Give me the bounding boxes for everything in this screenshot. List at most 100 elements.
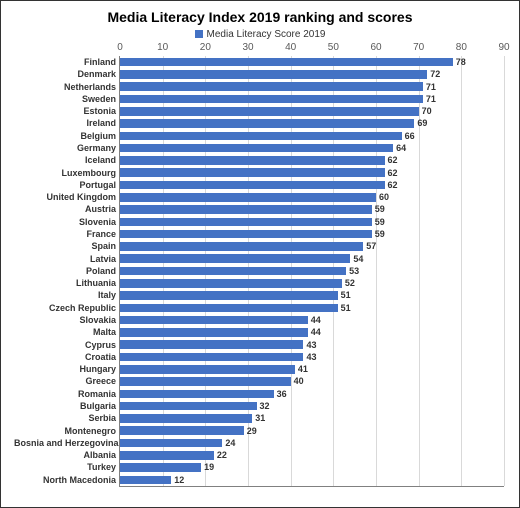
bar [120, 218, 372, 227]
gridline [504, 56, 505, 486]
value-label: 24 [225, 437, 235, 449]
bar-row: Turkey19 [120, 461, 504, 473]
x-tick-label: 10 [157, 42, 168, 53]
bar-row: Italy51 [120, 289, 504, 301]
bar [120, 58, 453, 67]
value-label: 54 [353, 253, 363, 265]
category-label: Slovakia [14, 314, 116, 326]
bar [120, 476, 171, 485]
category-label: Serbia [14, 412, 116, 424]
bar-row: Bulgaria32 [120, 400, 504, 412]
category-label: Lithuania [14, 277, 116, 289]
value-label: 62 [388, 167, 398, 179]
category-label: Italy [14, 289, 116, 301]
bar [120, 353, 303, 362]
x-tick-label: 0 [117, 42, 123, 53]
bar [120, 205, 372, 214]
category-label: Malta [14, 326, 116, 338]
value-label: 51 [341, 302, 351, 314]
value-label: 22 [217, 449, 227, 461]
category-label: Cyprus [14, 339, 116, 351]
bar-row: Estonia70 [120, 105, 504, 117]
bar-row: Iceland62 [120, 154, 504, 166]
bar [120, 144, 393, 153]
value-label: 53 [349, 265, 359, 277]
bar-row: Albania22 [120, 449, 504, 461]
bar-row: Spain57 [120, 240, 504, 252]
value-label: 19 [204, 461, 214, 473]
category-label: Croatia [14, 351, 116, 363]
value-label: 78 [456, 56, 466, 68]
bar-row: Ireland69 [120, 117, 504, 129]
bar [120, 267, 346, 276]
category-label: Ireland [14, 117, 116, 129]
bar-row: Denmark72 [120, 68, 504, 80]
bar [120, 82, 423, 91]
bar [120, 168, 385, 177]
category-label: Belgium [14, 130, 116, 142]
bar [120, 377, 291, 386]
bar [120, 390, 274, 399]
bar [120, 414, 252, 423]
value-label: 69 [417, 117, 427, 129]
bar-row: Slovenia59 [120, 216, 504, 228]
bar [120, 439, 222, 448]
plot-inner: 0102030405060708090Finland78Denmark72Net… [119, 56, 504, 487]
value-label: 64 [396, 142, 406, 154]
bar-row: Sweden71 [120, 93, 504, 105]
value-label: 51 [341, 289, 351, 301]
category-label: Estonia [14, 105, 116, 117]
bar [120, 304, 338, 313]
category-label: Austria [14, 203, 116, 215]
bar-row: Belgium66 [120, 130, 504, 142]
bar-row: Finland78 [120, 56, 504, 68]
value-label: 60 [379, 191, 389, 203]
bar [120, 340, 303, 349]
category-label: Bosnia and Herzegovina [14, 437, 116, 449]
value-label: 43 [306, 351, 316, 363]
bar [120, 230, 372, 239]
value-label: 66 [405, 130, 415, 142]
bar-row: Netherlands71 [120, 81, 504, 93]
plot-area: 0102030405060708090Finland78Denmark72Net… [13, 42, 507, 490]
category-label: Iceland [14, 154, 116, 166]
bar-row: North Macedonia12 [120, 474, 504, 486]
value-label: 44 [311, 314, 321, 326]
x-tick-label: 20 [200, 42, 211, 53]
value-label: 44 [311, 326, 321, 338]
bar [120, 316, 308, 325]
bar-row: Croatia43 [120, 351, 504, 363]
category-label: Luxembourg [14, 167, 116, 179]
bar-row: Germany64 [120, 142, 504, 154]
category-label: Netherlands [14, 81, 116, 93]
bar-row: Bosnia and Herzegovina24 [120, 437, 504, 449]
bar-row: Slovakia44 [120, 314, 504, 326]
bar-row: Luxembourg62 [120, 167, 504, 179]
category-label: United Kingdom [14, 191, 116, 203]
category-label: Montenegro [14, 425, 116, 437]
legend-label: Media Literacy Score 2019 [207, 29, 326, 40]
bar [120, 156, 385, 165]
bar-row: Portugal62 [120, 179, 504, 191]
x-tick-label: 80 [456, 42, 467, 53]
value-label: 59 [375, 228, 385, 240]
chart-title: Media Literacy Index 2019 ranking and sc… [13, 9, 507, 25]
legend-swatch [195, 30, 203, 38]
category-label: Hungary [14, 363, 116, 375]
bar-row: Romania36 [120, 388, 504, 400]
category-label: Turkey [14, 461, 116, 473]
x-tick-label: 70 [413, 42, 424, 53]
category-label: Slovenia [14, 216, 116, 228]
bar-row: United Kingdom60 [120, 191, 504, 203]
bar [120, 365, 295, 374]
bar [120, 132, 402, 141]
bar [120, 95, 423, 104]
value-label: 31 [255, 412, 265, 424]
bar-row: Poland53 [120, 265, 504, 277]
bar-row: Malta44 [120, 326, 504, 338]
x-tick-label: 40 [285, 42, 296, 53]
x-tick-label: 90 [498, 42, 509, 53]
value-label: 71 [426, 81, 436, 93]
bar [120, 426, 244, 435]
bar-row: Austria59 [120, 203, 504, 215]
